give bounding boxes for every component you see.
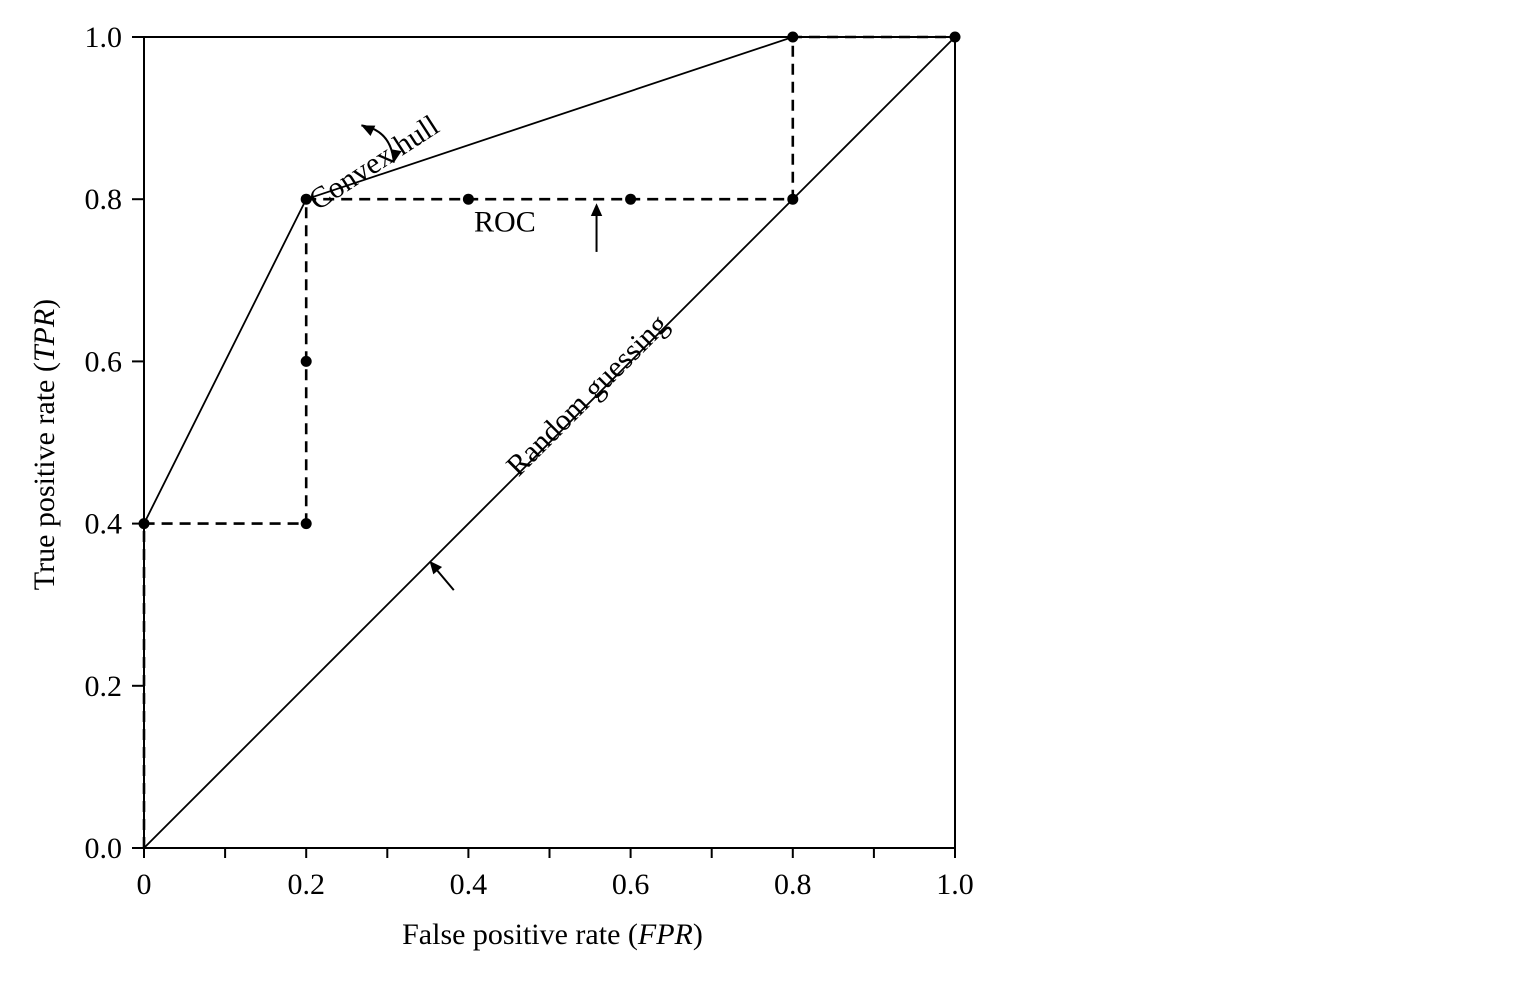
convex-hull-line: [143, 36, 955, 525]
y-axis-label: True positive rate (TPR): [28, 299, 61, 590]
y-tick-label: 1.0: [85, 21, 123, 54]
convex-hull-arrowhead-icon: [361, 125, 376, 136]
roc-points: [138, 31, 961, 530]
roc-label: ROC: [474, 206, 536, 239]
roc-point: [949, 31, 961, 43]
x-tick-label: 1.0: [936, 868, 974, 901]
annotation-arrows: [361, 124, 603, 591]
roc-line: [142, 35, 955, 848]
convex-hull-arrowhead-icon: [390, 149, 402, 163]
y-tick-label: 0.2: [85, 670, 123, 703]
axis-labels: False positive rate (FPR) True positive r…: [28, 299, 703, 951]
roc-point: [787, 193, 799, 205]
roc-point: [300, 193, 312, 205]
axis-ticks: 0 0.2 0.4 0.6 0.8 1.0 0.0 0.2 0.4 0.6 0.8 1.0: [85, 21, 974, 901]
random-guessing-line: [143, 36, 956, 849]
roc-point: [138, 518, 150, 530]
x-tick-label: 0.4: [450, 868, 488, 901]
y-tick-label: 0.6: [85, 345, 123, 378]
x-tick-label: 0.6: [612, 868, 650, 901]
roc-arrowhead-icon: [590, 203, 603, 217]
roc-point: [625, 193, 637, 205]
random-arrowhead-icon: [429, 560, 443, 575]
series-lines: [142, 35, 956, 849]
x-tick-label: 0.8: [774, 868, 812, 901]
roc-point: [787, 31, 799, 43]
roc-point: [462, 193, 474, 205]
y-tick-label: 0.0: [85, 832, 123, 865]
y-tick-label: 0.8: [85, 183, 123, 216]
roc-point: [300, 518, 312, 530]
y-tick-label: 0.4: [85, 508, 123, 541]
random-label: Random guessing: [500, 308, 675, 483]
roc-point: [300, 355, 312, 367]
x-tick-label: 0: [137, 868, 152, 901]
x-tick-label: 0.2: [287, 868, 325, 901]
x-axis-label: False positive rate (FPR): [402, 918, 703, 951]
annotations: Convex hull ROC Random guessing: [303, 109, 675, 483]
convex-hull-label: Convex hull: [303, 109, 445, 217]
